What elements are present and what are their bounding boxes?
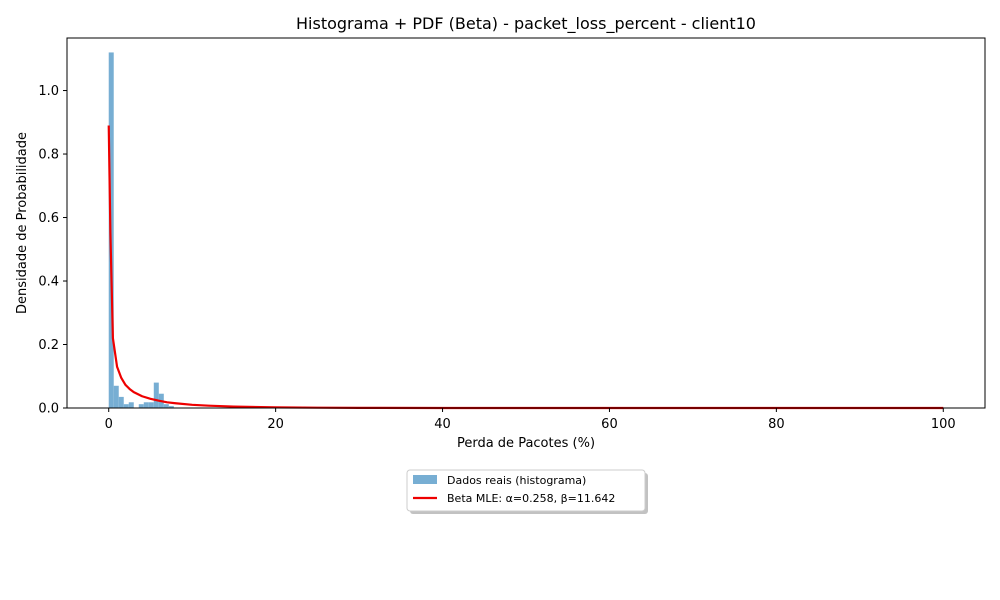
legend-histogram-label: Dados reais (histograma) — [447, 474, 586, 487]
histogram-bar — [138, 404, 144, 408]
pdf-curve — [107, 125, 944, 410]
histogram-bar — [153, 382, 159, 408]
histogram-bar — [168, 406, 174, 408]
histogram-bar — [113, 385, 119, 408]
x-axis-ticks: 0 20 40 60 80 100 — [105, 408, 956, 432]
histogram-bar — [163, 404, 169, 408]
legend-histogram-swatch — [413, 475, 437, 484]
y-axis-label: Densidade de Probabilidade — [15, 132, 30, 314]
histogram-bar — [143, 402, 149, 408]
histogram-bar — [128, 402, 134, 408]
y-axis-ticks: 0.0 0.2 0.4 0.6 0.8 1.0 — [38, 84, 67, 417]
x-tick-label: 80 — [768, 417, 785, 432]
y-tick-label: 0.4 — [38, 275, 59, 290]
histogram-bar — [123, 404, 129, 408]
x-tick-label: 20 — [267, 417, 284, 432]
x-tick-label: 40 — [434, 417, 451, 432]
x-tick-label: 100 — [931, 417, 956, 432]
histogram-bar — [148, 402, 154, 408]
legend: Dados reais (histograma) Beta MLE: α=0.2… — [406, 469, 648, 514]
histogram-bar — [118, 396, 124, 408]
x-axis-label: Perda de Pacotes (%) — [457, 436, 595, 451]
legend-box — [406, 469, 646, 512]
y-tick-label: 0.6 — [38, 211, 59, 226]
plot-frame — [66, 37, 986, 409]
y-tick-label: 1.0 — [38, 84, 59, 99]
y-tick-label: 0.2 — [38, 338, 59, 353]
chart-title: Histograma + PDF (Beta) - packet_loss_pe… — [296, 14, 756, 34]
legend-pdf-label: Beta MLE: α=0.258, β=11.642 — [447, 492, 615, 505]
y-tick-label: 0.8 — [38, 148, 59, 163]
x-tick-label: 60 — [601, 417, 618, 432]
histogram-bars — [108, 52, 174, 408]
y-tick-label: 0.0 — [38, 402, 59, 417]
x-tick-label: 0 — [105, 417, 113, 432]
